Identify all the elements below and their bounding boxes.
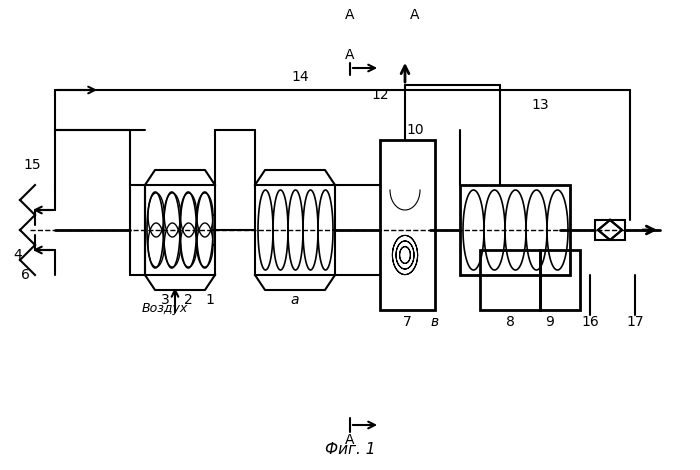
Text: а: а bbox=[290, 293, 300, 307]
Text: 16: 16 bbox=[581, 315, 599, 329]
Polygon shape bbox=[598, 220, 622, 240]
Text: А: А bbox=[345, 8, 355, 22]
Bar bbox=[540, 250, 580, 310]
Text: в: в bbox=[431, 315, 439, 329]
Text: Фиг. 1: Фиг. 1 bbox=[325, 442, 375, 457]
Bar bbox=[460, 185, 570, 275]
Text: 6: 6 bbox=[20, 268, 29, 282]
Bar bbox=[130, 185, 145, 275]
Bar bbox=[145, 185, 215, 275]
Text: А: А bbox=[410, 8, 420, 22]
Text: А: А bbox=[345, 48, 355, 62]
Text: 8: 8 bbox=[505, 315, 514, 329]
Text: А: А bbox=[345, 433, 355, 447]
Text: 9: 9 bbox=[545, 315, 554, 329]
Bar bbox=[480, 250, 540, 310]
Text: 2: 2 bbox=[183, 293, 192, 307]
Text: 12: 12 bbox=[371, 88, 388, 102]
Text: Воздух: Воздух bbox=[142, 302, 188, 315]
Text: 4: 4 bbox=[13, 248, 22, 262]
Text: 10: 10 bbox=[406, 123, 424, 137]
Bar bbox=[595, 220, 625, 240]
Text: 3: 3 bbox=[160, 293, 169, 307]
Text: 7: 7 bbox=[402, 315, 412, 329]
Text: 1: 1 bbox=[206, 293, 214, 307]
Text: 14: 14 bbox=[291, 70, 309, 84]
Text: 15: 15 bbox=[23, 158, 41, 172]
Text: 17: 17 bbox=[626, 315, 644, 329]
Text: 13: 13 bbox=[531, 98, 549, 112]
Bar bbox=[380, 140, 435, 310]
Bar bbox=[255, 185, 335, 275]
